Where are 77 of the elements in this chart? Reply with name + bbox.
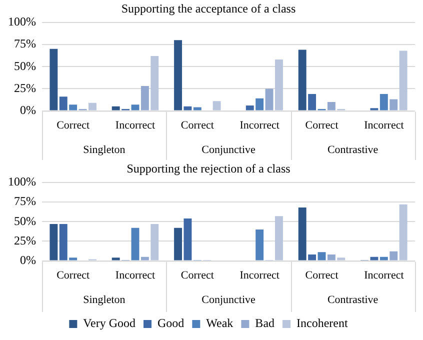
bar: [256, 229, 264, 260]
text: Contrastive: [327, 144, 378, 156]
bar: [399, 50, 408, 110]
chart-title: Supporting the acceptance of a class: [121, 1, 296, 16]
bar: [140, 86, 149, 110]
legend-label: Incoherent: [296, 316, 348, 330]
legend-label: Weak: [206, 316, 234, 330]
x-tick-label: Correct: [305, 119, 338, 132]
x-tick-label: Incorrect: [364, 119, 404, 132]
text: Conjunctive: [202, 144, 256, 156]
y-tick-label: 75%: [14, 194, 36, 208]
bar: [69, 104, 78, 110]
y-tick-label: 75%: [14, 36, 36, 51]
bar: [390, 99, 398, 110]
y-tick-label: 50%: [14, 58, 36, 73]
bar: [380, 256, 388, 260]
chart-title: Supporting the rejection of a class: [126, 161, 291, 176]
y-tick-label: 0%: [20, 252, 36, 267]
bar: [298, 207, 306, 260]
bar: [150, 56, 159, 110]
bar: [150, 224, 159, 260]
bar: [212, 101, 221, 110]
x-tick-label: Correct: [180, 269, 214, 282]
x-tick-label: Correct: [56, 119, 90, 132]
text: Contrastive: [327, 294, 378, 306]
y-tick-label: 25%: [14, 80, 36, 95]
x-tick-label: Incorrect: [240, 269, 280, 282]
text: Singleton: [83, 294, 126, 306]
bar: [390, 251, 398, 260]
bar: [318, 252, 326, 260]
bar: [50, 224, 58, 260]
bar: [380, 94, 388, 110]
y-tick-label: 50%: [14, 214, 36, 228]
bar: [50, 48, 58, 110]
bar: [131, 228, 140, 260]
x-tick-label: Incorrect: [240, 119, 280, 132]
x-tick-label: Correct: [56, 269, 90, 282]
bar: [184, 218, 192, 260]
bar: [184, 106, 192, 110]
x-tick-label: Incorrect: [115, 119, 156, 132]
bar: [69, 258, 78, 260]
bar: [327, 254, 336, 260]
legend-label: Very Good: [83, 316, 136, 330]
bar: [59, 224, 68, 260]
bar: [275, 216, 283, 260]
legend-label: Bad: [255, 316, 275, 330]
bar: [131, 104, 140, 110]
bar: [399, 204, 408, 260]
bar: [140, 256, 149, 260]
y-tick-label: 100%: [8, 174, 36, 189]
bar: [337, 258, 346, 260]
bar: [174, 40, 182, 110]
y-tick-label: 0%: [20, 102, 36, 117]
text: Conjunctive: [202, 294, 256, 306]
bar: [308, 94, 316, 110]
bar: [193, 107, 202, 110]
x-tick-label: Incorrect: [364, 269, 404, 282]
bar: [308, 254, 316, 260]
bar: [256, 98, 264, 110]
bar: [265, 88, 274, 110]
y-tick-label: 25%: [14, 233, 36, 248]
y-tick-label: 100%: [8, 14, 36, 29]
x-tick-label: Incorrect: [115, 269, 156, 282]
bar: [246, 105, 254, 110]
legend-label: Good: [158, 316, 184, 330]
x-tick-label: Correct: [180, 119, 214, 132]
bar: [327, 102, 336, 110]
text: Singleton: [83, 144, 126, 156]
bar: [370, 256, 378, 260]
bar: [112, 106, 120, 110]
bar: [59, 96, 68, 110]
bar: [174, 228, 182, 260]
bar: [275, 60, 283, 110]
bar: [88, 102, 96, 110]
bar: [298, 50, 306, 110]
bar: [112, 258, 120, 260]
x-tick-label: Correct: [305, 269, 338, 282]
